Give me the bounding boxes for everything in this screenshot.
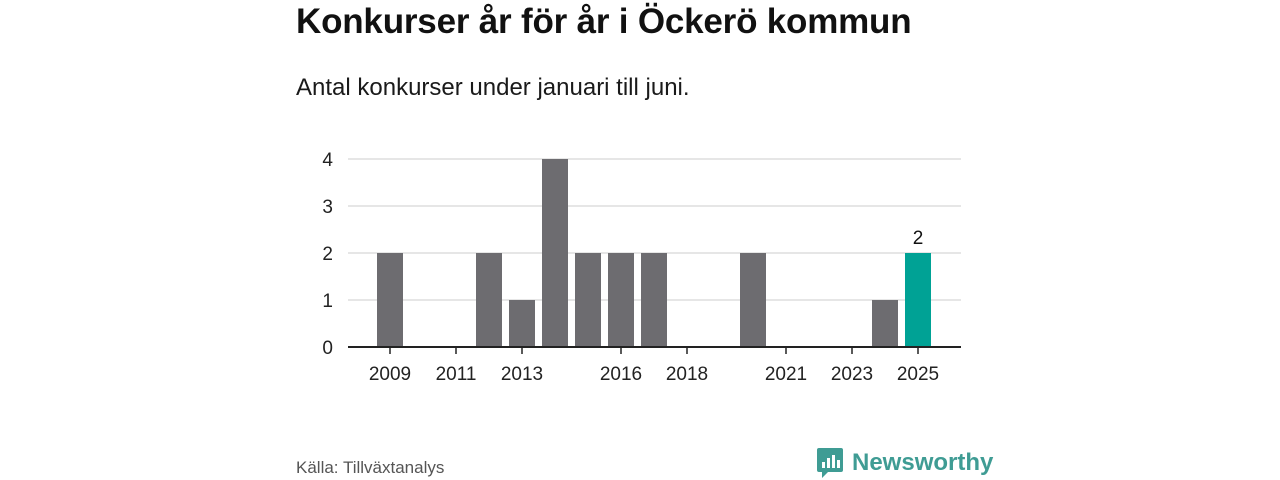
y-tick-label-2: 2 bbox=[322, 244, 333, 265]
newsworthy-logo: Newsworthy bbox=[816, 446, 993, 480]
x-tick-label-2023: 2023 bbox=[831, 364, 873, 385]
value-label-2025: 2 bbox=[913, 228, 924, 249]
brand-name: Newsworthy bbox=[852, 449, 994, 476]
newsworthy-icon bbox=[817, 448, 843, 478]
y-tick-label-3: 3 bbox=[322, 197, 333, 218]
bar-chart: 0 1 2 3 4 2009 2011 2013 2016 2018 2021 2023 2025 2 bbox=[322, 150, 961, 385]
bar-2015 bbox=[575, 253, 601, 347]
bar-2014 bbox=[542, 159, 568, 347]
chart-subtitle: Antal konkurser under januari till juni. bbox=[296, 74, 690, 101]
x-tick-label-2013: 2013 bbox=[501, 364, 543, 385]
x-tick-label-2011: 2011 bbox=[436, 364, 477, 385]
bar-2016 bbox=[608, 253, 634, 347]
x-tick-label-2009: 2009 bbox=[369, 364, 411, 385]
x-tick-label-2016: 2016 bbox=[600, 364, 642, 385]
bar-2020 bbox=[740, 253, 766, 347]
chart-title: Konkurser år för år i Öckerö kommun bbox=[296, 2, 912, 41]
bar-2017 bbox=[641, 253, 667, 347]
y-tick-label-0: 0 bbox=[322, 338, 333, 359]
bar-2024 bbox=[872, 300, 898, 347]
bar-2025 bbox=[905, 253, 931, 347]
bar-2012 bbox=[476, 253, 502, 347]
x-tick-label-2018: 2018 bbox=[666, 364, 708, 385]
source-note: Källa: Tillväxtanalys bbox=[296, 458, 445, 477]
x-tick-label-2021: 2021 bbox=[765, 364, 807, 385]
y-tick-label-1: 1 bbox=[322, 291, 333, 312]
bar-2013 bbox=[509, 300, 535, 347]
bar-2009 bbox=[377, 253, 403, 347]
y-tick-label-4: 4 bbox=[322, 150, 333, 171]
x-tick-label-2025: 2025 bbox=[897, 364, 939, 385]
